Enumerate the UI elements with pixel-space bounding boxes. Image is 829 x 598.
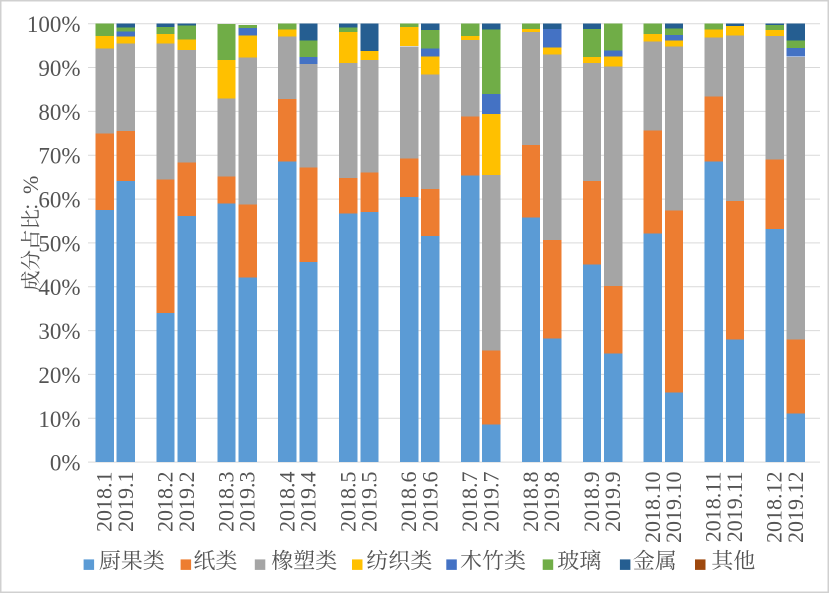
svg-text:2019.12: 2019.12 — [783, 472, 808, 544]
svg-text:70%: 70% — [38, 144, 80, 169]
svg-text:2018.6: 2018.6 — [396, 472, 421, 533]
svg-text:2018.10: 2018.10 — [640, 472, 665, 544]
svg-text:90%: 90% — [38, 56, 80, 81]
svg-text:2018.5: 2018.5 — [335, 472, 360, 533]
svg-text:2019.7: 2019.7 — [478, 472, 503, 533]
svg-text:100%: 100% — [27, 12, 81, 37]
svg-text:80%: 80% — [38, 100, 80, 125]
svg-text:%: % — [18, 176, 43, 194]
svg-text:2019.11: 2019.11 — [722, 472, 747, 543]
svg-text:2018.11: 2018.11 — [701, 472, 726, 543]
svg-text:40%: 40% — [38, 275, 80, 300]
svg-text:2019.2: 2019.2 — [174, 472, 199, 533]
svg-text:2019.9: 2019.9 — [600, 472, 625, 533]
svg-text:2018.9: 2018.9 — [579, 472, 604, 533]
svg-text:2019.3: 2019.3 — [235, 472, 260, 533]
svg-text:2018.1: 2018.1 — [92, 472, 117, 533]
svg-text:30%: 30% — [38, 319, 80, 344]
svg-text:2019.1: 2019.1 — [113, 472, 138, 533]
svg-text:2018.7: 2018.7 — [457, 471, 482, 532]
svg-text:2018.4: 2018.4 — [274, 472, 299, 533]
svg-text:10%: 10% — [38, 407, 80, 432]
svg-text:2019.6: 2019.6 — [417, 472, 442, 533]
svg-text:2019.10: 2019.10 — [661, 472, 686, 544]
svg-text:2018.2: 2018.2 — [153, 472, 178, 533]
svg-text:60%: 60% — [38, 188, 80, 213]
svg-text:0%: 0% — [50, 451, 81, 476]
svg-text:20%: 20% — [38, 363, 80, 388]
svg-text:2019.5: 2019.5 — [357, 472, 382, 533]
svg-text:2019.4: 2019.4 — [296, 472, 321, 533]
svg-text:2019.8: 2019.8 — [539, 472, 564, 533]
svg-text:2018.12: 2018.12 — [762, 472, 787, 544]
svg-text:50%: 50% — [38, 231, 80, 256]
svg-text:2018.8: 2018.8 — [518, 472, 543, 533]
svg-text:2018.3: 2018.3 — [214, 472, 239, 533]
